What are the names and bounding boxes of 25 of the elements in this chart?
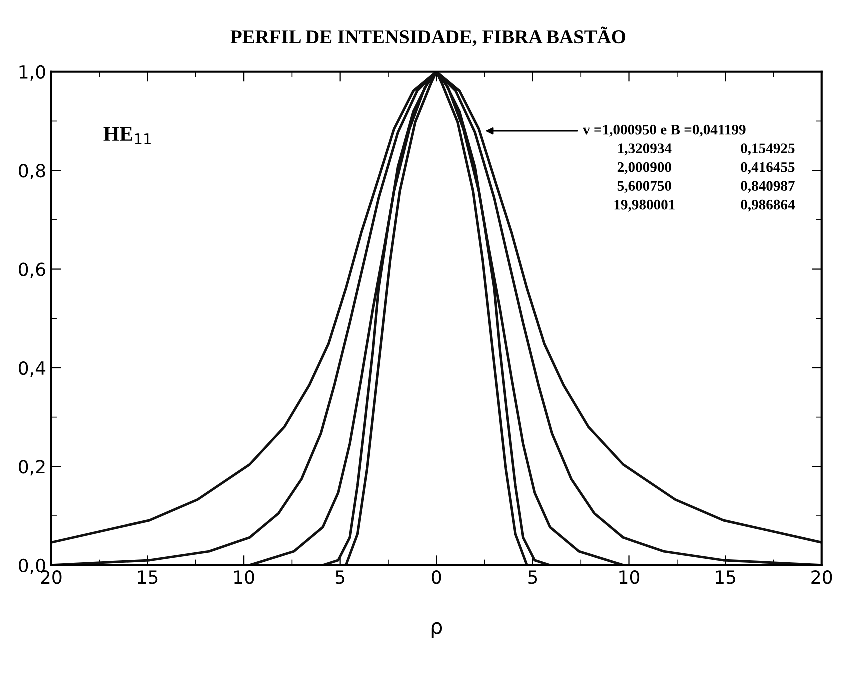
annotation: 1,320934 <box>618 144 672 156</box>
annotation: v =1,000950 e B =0,041199 <box>583 124 746 137</box>
annotation: HE$_{11}$ <box>104 127 151 144</box>
chart-title: PERFIL DE INTENSIDADE, FIBRA BASTÃO <box>230 26 626 46</box>
x-tick-label: 10 <box>234 570 254 584</box>
annotation: 0,154925 <box>741 144 795 156</box>
y-tick-label: 0,8 <box>19 164 46 180</box>
annotation: 5,600750 <box>618 181 672 194</box>
y-tick-label: 1,0 <box>20 65 46 81</box>
annotation: 0,416455 <box>741 162 795 174</box>
x-tick-label: 5 <box>528 570 538 584</box>
x-axis-title: ρ <box>432 622 442 638</box>
y-tick-label: 0,4 <box>19 361 46 377</box>
annotation: 0,840987 <box>741 181 795 194</box>
x-tick-label: 15 <box>716 570 736 584</box>
annotation: 2,000900 <box>618 162 672 174</box>
x-tick-label: 10 <box>620 570 640 584</box>
annotation: 0,986864 <box>741 200 796 212</box>
x-tick-label: 20 <box>812 570 832 584</box>
x-tick-label: 0 <box>432 570 442 584</box>
x-tick-label: 15 <box>138 570 158 584</box>
y-tick-label: 0,6 <box>19 262 46 278</box>
annotation: 19,980001 <box>614 200 675 212</box>
y-tick-label: 0,2 <box>19 460 45 476</box>
x-tick-label: 5 <box>336 570 345 584</box>
